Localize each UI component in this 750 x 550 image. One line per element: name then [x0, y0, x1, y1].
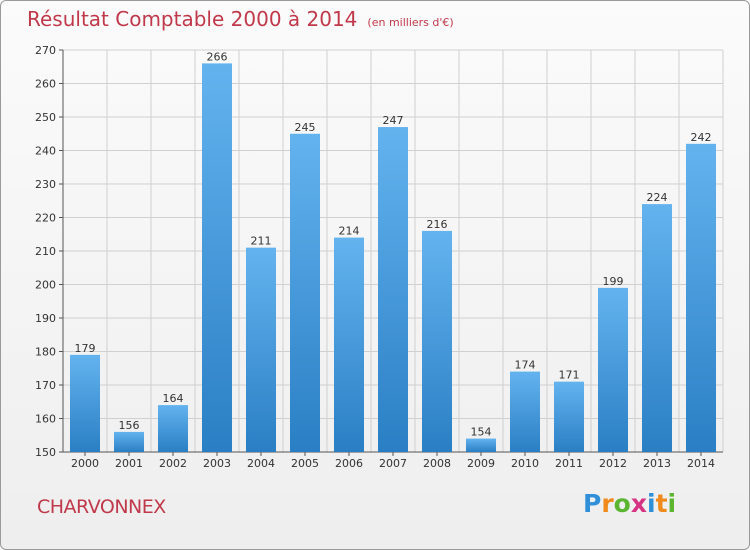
logo-letter: r: [601, 489, 614, 518]
bar-2002: [158, 405, 188, 452]
bar-2001: [114, 431, 144, 452]
x-tick-label: 2004: [247, 457, 275, 470]
y-tick-label: 200: [35, 279, 56, 292]
x-tick-label: 2014: [687, 457, 715, 470]
logo-letter: t: [655, 489, 668, 518]
data-label-2003: 266: [207, 50, 228, 63]
data-label-2006: 214: [339, 225, 360, 238]
logo-letter: i: [667, 489, 677, 518]
bar-2005: [290, 133, 320, 452]
y-tick-label: 260: [35, 78, 56, 91]
chart-title-text: Résultat Comptable 2000 à 2014: [27, 7, 358, 31]
bar-2009: [466, 438, 496, 452]
data-label-2008: 216: [427, 218, 448, 231]
y-tick-label: 210: [35, 245, 56, 258]
y-tick-label: 230: [35, 178, 56, 191]
bar-2013: [642, 204, 672, 452]
bar-2006: [334, 237, 364, 452]
bar-2007: [378, 127, 408, 453]
data-label-2007: 247: [383, 114, 404, 127]
logo-letter: P: [583, 489, 602, 518]
logo-letter: i: [647, 489, 656, 518]
proxiti-logo: Proxiti: [583, 489, 676, 518]
bars: [70, 63, 716, 453]
data-label-2000: 179: [75, 342, 96, 355]
y-tick-label: 180: [35, 346, 56, 359]
y-tick-label: 270: [35, 44, 56, 57]
x-tick-label: 2001: [115, 457, 143, 470]
y-tick-label: 160: [35, 413, 56, 426]
data-label-2004: 211: [251, 235, 272, 248]
data-label-2011: 171: [559, 369, 580, 382]
y-tick-label: 250: [35, 111, 56, 124]
x-tick-label: 2008: [423, 457, 451, 470]
data-label-2001: 156: [119, 419, 140, 432]
bar-2010: [510, 371, 540, 452]
x-tick-label: 2009: [467, 457, 495, 470]
bar-2011: [554, 381, 584, 452]
commune-name: CHARVONNEX: [37, 496, 166, 518]
y-tick-label: 190: [35, 312, 56, 325]
data-label-2012: 199: [603, 275, 624, 288]
y-tick-label: 170: [35, 379, 56, 392]
x-tick-label: 2013: [643, 457, 671, 470]
data-label-2005: 245: [295, 121, 316, 134]
logo-letter: x: [630, 489, 647, 518]
y-tick-label: 220: [35, 212, 56, 225]
x-tick-label: 2006: [335, 457, 363, 470]
bar-2003: [202, 63, 232, 453]
bar-2012: [598, 287, 628, 452]
data-label-2010: 174: [515, 359, 536, 372]
chart-title: Résultat Comptable 2000 à 2014 (en millie…: [27, 7, 454, 31]
y-tick-label: 240: [35, 145, 56, 158]
data-label-2009: 154: [471, 426, 492, 439]
y-tick-label: 150: [35, 446, 56, 459]
x-tick-label: 2010: [511, 457, 539, 470]
data-label-2014: 242: [691, 131, 712, 144]
bar-2014: [686, 143, 716, 453]
chart-unit: (en milliers d'€): [367, 16, 454, 29]
x-tick-label: 2002: [159, 457, 187, 470]
x-tick-label: 2007: [379, 457, 407, 470]
bar-2008: [422, 230, 452, 452]
data-label-2013: 224: [647, 191, 668, 204]
x-tick-label: 2012: [599, 457, 627, 470]
x-tick-label: 2003: [203, 457, 231, 470]
bar-2004: [246, 247, 276, 452]
bar-2000: [70, 354, 100, 452]
x-tick-label: 2000: [71, 457, 99, 470]
data-label-2002: 164: [163, 392, 184, 405]
x-tick-label: 2005: [291, 457, 319, 470]
logo-letter: o: [613, 489, 631, 518]
x-tick-label: 2011: [555, 457, 583, 470]
data-labels: 179 156 164 266 211 245 214 247 216 154 174 171 199 2…: [75, 50, 712, 438]
